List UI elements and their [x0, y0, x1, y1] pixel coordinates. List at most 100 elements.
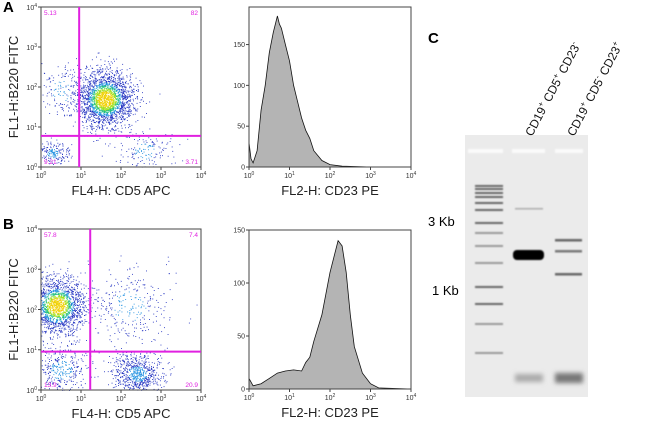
a-event-point: [83, 97, 84, 99]
b-event-point: [59, 283, 60, 284]
b-event-point: [55, 285, 57, 287]
b-event-point: [147, 384, 149, 386]
a-event-point: [84, 117, 86, 119]
b-event-point: [57, 320, 58, 322]
a-event-point: [108, 91, 110, 93]
a-event-point: [115, 130, 117, 131]
b-event-point: [145, 380, 146, 382]
a-event-point: [106, 110, 108, 112]
b-event-point: [133, 364, 135, 366]
a-event-point: [107, 61, 109, 63]
a-event-point: [103, 103, 105, 104]
b-event-point: [70, 291, 72, 293]
a-event-point: [98, 69, 100, 71]
b-event-point: [53, 327, 54, 329]
b-event-point: [58, 386, 60, 387]
a-event-point: [126, 101, 128, 103]
b-event-point: [49, 280, 51, 282]
a-event-point: [112, 127, 113, 129]
a-event-point: [105, 106, 107, 108]
a-event-point: [111, 90, 113, 92]
b-event-point: [123, 375, 125, 376]
a-event-point: [128, 100, 130, 101]
a-event-point: [72, 85, 74, 87]
a-event-point: [107, 96, 109, 98]
a-event-point: [103, 122, 105, 124]
a-event-point: [108, 77, 110, 79]
a-event-point: [97, 112, 99, 114]
b-event-point: [42, 296, 44, 297]
b-event-point: [61, 296, 63, 298]
a-event-point: [80, 76, 82, 78]
a-event-point: [98, 81, 100, 83]
a-event-point: [49, 158, 51, 160]
a-event-point: [104, 86, 106, 87]
b-event-point: [98, 289, 100, 291]
a-event-point: [102, 101, 103, 103]
a-event-point: [55, 157, 57, 159]
b-event-point: [144, 365, 145, 367]
a-event-point: [106, 105, 108, 107]
a-event-point: [96, 92, 98, 94]
a-event-point: [136, 151, 138, 153]
b-event-point: [57, 290, 59, 292]
a-event-point: [92, 97, 94, 99]
a-event-point: [84, 113, 86, 115]
a-event-point: [158, 146, 160, 148]
b-event-point: [94, 287, 96, 289]
a-event-point: [92, 92, 93, 94]
a-event-point: [113, 93, 115, 95]
a-event-point: [89, 85, 91, 87]
a-event-point: [96, 117, 98, 119]
a-event-point: [101, 102, 103, 103]
a-event-point: [95, 130, 97, 132]
b-event-point: [75, 298, 77, 300]
b-event-point: [148, 378, 150, 380]
b-event-point: [143, 373, 144, 374]
b-event-point: [75, 284, 77, 286]
a-event-point: [75, 103, 77, 105]
b-event-point: [45, 276, 47, 278]
a-event-point: [151, 159, 153, 161]
b-event-point: [79, 297, 80, 299]
b-event-point: [53, 309, 55, 311]
a-event-point: [117, 100, 119, 101]
b-event-point: [139, 382, 141, 384]
a-event-point: [91, 99, 93, 101]
a-event-point: [107, 109, 109, 110]
b-event-point: [61, 292, 63, 294]
b-event-point: [63, 325, 65, 327]
a-event-point: [80, 95, 82, 96]
a-event-point: [113, 105, 115, 107]
a-event-point: [123, 95, 125, 97]
a-event-point: [106, 98, 107, 100]
a-event-point: [118, 113, 120, 115]
a-event-point: [99, 137, 101, 139]
b-event-point: [151, 341, 153, 342]
a-event-point: [141, 150, 142, 152]
b-event-point: [169, 369, 171, 371]
a-event-point: [94, 80, 96, 82]
b-event-point: [73, 329, 75, 330]
b-event-point: [124, 384, 126, 386]
a-event-point: [121, 94, 123, 96]
b-event-point: [53, 307, 54, 309]
b-event-point: [73, 335, 75, 337]
a-event-point: [92, 68, 94, 69]
b-event-point: [58, 291, 60, 293]
a-event-point: [46, 95, 48, 97]
a-event-point: [60, 163, 62, 165]
b-event-point: [45, 320, 47, 322]
b-event-point: [163, 373, 165, 375]
b-event-point: [127, 370, 128, 372]
b-event-point: [86, 340, 87, 341]
a-event-point: [141, 116, 143, 118]
b-event-point: [73, 276, 75, 278]
a-event-point: [96, 90, 97, 92]
a-event-point: [122, 81, 124, 83]
b-event-point: [81, 311, 83, 313]
b-event-point: [77, 323, 79, 325]
b-event-point: [56, 312, 58, 314]
b-event-point: [145, 378, 147, 380]
b-event-point: [44, 316, 46, 317]
